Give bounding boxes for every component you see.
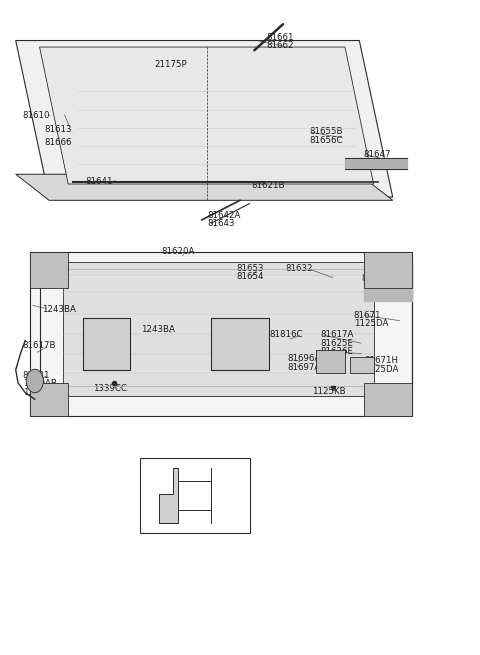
Text: 81656C: 81656C [309,136,343,145]
Text: 81610: 81610 [23,111,50,120]
Polygon shape [30,252,412,415]
Polygon shape [30,252,68,288]
Text: 81617B: 81617B [23,341,56,350]
Text: 81643: 81643 [207,219,235,229]
Text: 81617A: 81617A [320,330,354,339]
Polygon shape [16,41,393,197]
Polygon shape [16,174,393,200]
Text: 1125KB: 1125KB [312,387,345,396]
Text: 81620A: 81620A [161,247,194,255]
Text: 81621B: 81621B [251,181,285,190]
Polygon shape [364,252,412,288]
Text: 81632: 81632 [286,264,313,272]
Text: 1125DA: 1125DA [364,365,398,374]
Text: 81677: 81677 [188,494,215,503]
Text: 21175P: 21175P [154,60,187,69]
Polygon shape [63,262,373,396]
Text: 1243BA: 1243BA [141,325,175,334]
Text: 81675: 81675 [188,463,215,472]
Text: 81671: 81671 [354,310,381,320]
Text: 81647: 81647 [363,149,391,159]
Text: 81662: 81662 [266,41,294,50]
Text: 1125DA: 1125DA [354,319,388,328]
Polygon shape [30,383,68,415]
Text: 81613: 81613 [44,124,72,134]
Text: 1220AA: 1220AA [23,388,57,396]
Text: 81641: 81641 [85,177,112,186]
Text: 81653: 81653 [236,264,264,272]
Text: 81654: 81654 [236,272,264,281]
Bar [211,318,269,370]
Polygon shape [364,383,412,415]
Text: 81661: 81661 [266,33,294,42]
Text: 81625E: 81625E [320,339,353,348]
Text: 81666: 81666 [44,138,72,147]
Text: 1243BA: 1243BA [362,282,396,291]
Text: 1220AB: 1220AB [362,257,396,266]
Text: 81648: 81648 [363,158,391,167]
Text: 81626E: 81626E [320,347,353,356]
Text: 81671H: 81671H [364,356,398,365]
Text: 81623: 81623 [42,264,70,272]
Text: 81635: 81635 [104,346,132,355]
Text: 1220AB: 1220AB [23,379,57,388]
Bar [83,318,130,370]
Text: 81631: 81631 [23,371,50,380]
Polygon shape [159,468,178,523]
Bar [140,458,250,533]
Text: 81697A: 81697A [288,363,321,372]
Bar [316,350,345,373]
Text: 81622B: 81622B [362,274,395,283]
Text: 81816C: 81816C [270,330,303,339]
Polygon shape [39,47,373,184]
Bar [350,357,373,373]
Text: 81696A: 81696A [288,354,321,364]
Text: 81655B: 81655B [309,127,343,136]
Text: 1220AA: 1220AA [362,266,396,274]
Circle shape [26,369,43,393]
Text: 1243BA: 1243BA [42,305,76,314]
Text: 81642A: 81642A [207,211,241,220]
Text: 1339CC: 1339CC [93,384,127,393]
